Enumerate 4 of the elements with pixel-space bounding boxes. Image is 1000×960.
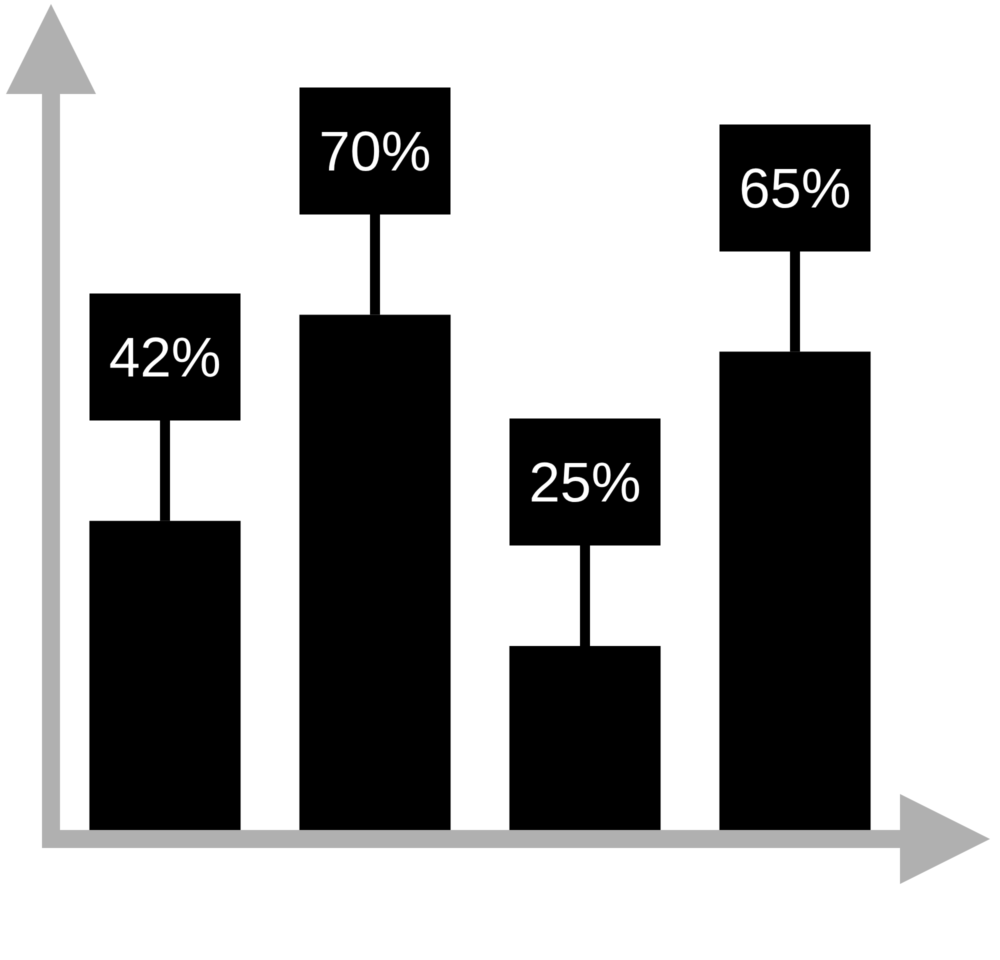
data-label: 25% [528, 450, 642, 514]
data-label: 65% [738, 156, 852, 220]
data-label: 42% [108, 326, 222, 388]
data-label: 70% [318, 120, 432, 182]
